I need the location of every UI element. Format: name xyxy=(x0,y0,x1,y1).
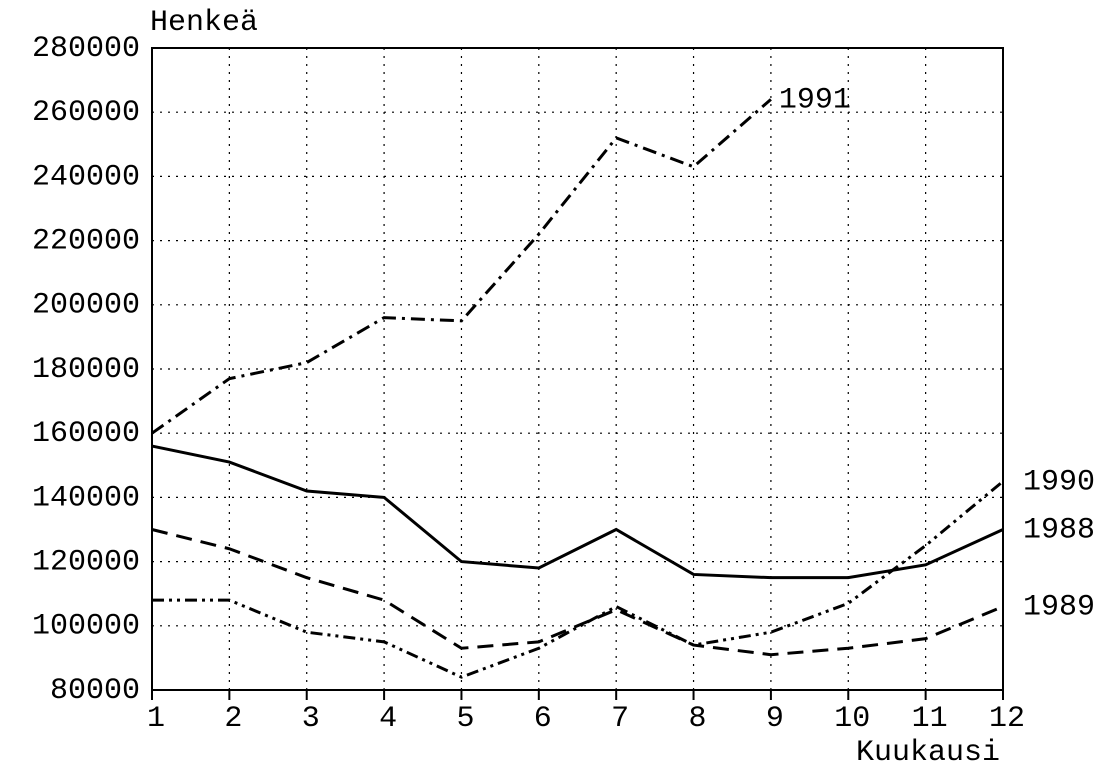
y-tick-label: 260000 xyxy=(32,96,140,130)
series-label: 1988 xyxy=(1023,513,1095,547)
x-tick-label: 8 xyxy=(689,702,707,736)
y-tick-label: 120000 xyxy=(32,546,140,580)
x-tick-label: 10 xyxy=(834,702,870,736)
x-tick-label: 2 xyxy=(224,702,242,736)
x-tick-label: 7 xyxy=(611,702,629,736)
series-label: 1990 xyxy=(1023,465,1095,499)
x-tick-label: 12 xyxy=(989,702,1025,736)
data-line xyxy=(151,444,1004,580)
y-tick-label: 80000 xyxy=(50,674,140,708)
x-tick-label: 6 xyxy=(534,702,552,736)
x-tick-label: 4 xyxy=(379,702,397,736)
y-tick-label: 280000 xyxy=(32,32,140,66)
y-tick-label: 100000 xyxy=(32,610,140,644)
series-label: 1991 xyxy=(779,83,851,117)
x-tick-label: 3 xyxy=(302,702,320,736)
y-tick-label: 220000 xyxy=(32,225,140,259)
y-tick-label: 160000 xyxy=(32,417,140,451)
x-tick-label: 5 xyxy=(456,702,474,736)
y-tick-label: 180000 xyxy=(32,353,140,387)
data-line xyxy=(151,528,1004,657)
x-axis-title: Kuukausi xyxy=(856,736,1000,770)
x-tick-label: 1 xyxy=(147,702,165,736)
x-tick-label: 9 xyxy=(766,702,784,736)
y-axis-title: Henkeä xyxy=(150,6,258,40)
data-line xyxy=(151,98,772,435)
y-tick-label: 200000 xyxy=(32,289,140,323)
y-tick-label: 140000 xyxy=(32,481,140,515)
y-tick-label: 240000 xyxy=(32,160,140,194)
series-label: 1989 xyxy=(1023,590,1095,624)
x-tick-label: 11 xyxy=(912,702,948,736)
data-line xyxy=(152,480,1004,679)
plot-frame xyxy=(151,47,1004,691)
